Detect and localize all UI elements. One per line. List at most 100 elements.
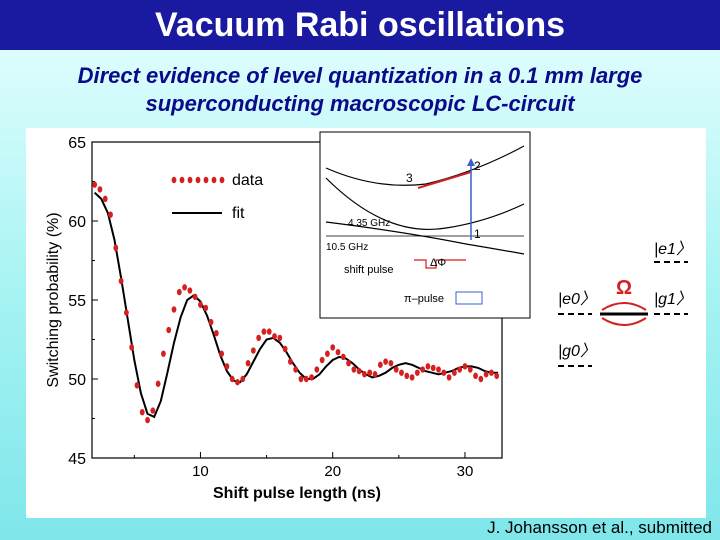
citation: J. Johansson et al., submitted [487,518,712,537]
inset-middle-level [325,177,525,230]
data-point-51 [362,371,367,378]
data-point-17 [182,284,187,291]
data-point-0 [92,181,98,188]
data-point-66 [441,369,447,376]
figure-panel: 45 50 55 60 65 10 20 30 Shift pulse length (ns) S… [26,128,706,518]
y-tick-label-0: 45 [68,451,86,468]
data-point-40 [303,375,309,383]
data-point-24 [219,350,225,357]
inset-freq-lower: 10.5 GHz [326,242,368,253]
inset-label-3: 3 [406,171,413,185]
data-point-34 [272,333,277,340]
inset-shift-arrow [417,171,472,189]
rabi-frequency-omega: Ω [616,277,632,299]
data-point-1 [97,186,103,193]
data-point-47 [340,353,346,361]
data-point-71 [467,366,473,373]
data-point-21 [203,304,209,312]
data-point-11 [150,407,156,414]
data-point-37 [287,358,293,365]
level-e0: |e0〉 [558,290,596,308]
coupling-arrow-upper [601,302,647,311]
data-point-12 [155,380,161,387]
data-point-65 [436,366,441,373]
data-point-75 [489,369,494,376]
slide-title: Vacuum Rabi oscillations [0,0,720,50]
legend-dot-3 [195,176,201,184]
data-point-59 [404,372,410,380]
data-point-68 [451,369,457,376]
data-point-49 [351,366,357,373]
data-point-3 [108,211,113,218]
data-point-63 [425,363,431,370]
data-point-58 [399,369,404,376]
legend-label-data: data [232,172,263,189]
data-point-48 [346,360,351,367]
data-point-16 [176,288,182,296]
y-tick-label-1: 50 [68,372,86,389]
data-point-27 [235,378,240,386]
data-point-39 [298,375,304,383]
y-axis-label: Switching probability (%) [45,212,62,387]
legend-dot-6 [219,176,225,184]
data-point-25 [224,363,230,370]
data-point-19 [192,293,198,301]
data-point-29 [245,360,251,367]
inset-pi-arrowhead [467,158,475,166]
x-axis-label: Shift pulse length (ns) [213,485,381,502]
data-point-18 [187,287,193,294]
data-point-28 [240,375,246,383]
data-point-31 [256,334,262,342]
data-point-57 [393,366,399,373]
data-point-52 [367,369,373,376]
subtitle-line-1: Direct evidence of level quantization in… [77,63,643,88]
legend-dot-5 [211,176,217,184]
inset-label-2: 2 [474,159,481,173]
inset-label-1: 1 [474,227,481,241]
y-tick-label-4: 65 [68,135,86,152]
data-point-64 [430,364,436,372]
x-tick-label-0: 10 [192,463,209,480]
data-point-56 [388,360,394,367]
data-point-73 [478,375,484,383]
data-point-8 [134,382,140,389]
data-point-32 [261,328,267,335]
data-point-30 [250,347,256,354]
inset-freq-upper: 4.35 GHz [348,218,390,229]
chart-marks [92,181,500,424]
legend-dot-4 [203,176,209,184]
x-tick-label-1: 20 [324,463,341,480]
data-point-41 [309,374,314,381]
inset-shift-pulse-trace [414,259,466,269]
slide-subtitle: Direct evidence of level quantization in… [0,62,720,118]
data-point-62 [420,366,426,373]
rabi-chart: 45 50 55 60 65 10 20 30 Shift pulse length (ns) S… [45,131,692,502]
data-point-70 [462,363,468,370]
legend-dot-0 [171,176,177,184]
level-scheme: |e1〉 |e0〉 |g1〉 Ω |g0〉 [558,240,692,367]
data-point-55 [383,358,389,365]
data-point-46 [335,348,341,356]
data-point-4 [113,244,119,252]
inset-upper-level [325,145,525,186]
data-point-43 [319,356,325,364]
inset-lower-level [325,221,525,255]
data-point-7 [129,344,135,351]
data-point-67 [446,374,452,381]
y-tick-label-3: 60 [68,214,86,231]
data-point-35 [277,334,283,342]
data-point-69 [457,366,463,373]
data-point-14 [166,326,172,334]
data-point-72 [473,372,478,380]
data-point-15 [171,306,177,313]
inset-shift-pulse-label: shift pulse [344,264,394,276]
level-e1: |e1〉 [654,240,692,258]
data-point-22 [208,318,214,326]
data-point-61 [414,369,420,376]
data-point-42 [314,366,320,373]
inset-pi-pulse-label: π–pulse [404,293,444,305]
data-point-50 [356,367,362,375]
legend-dot-1 [179,176,185,184]
data-point-23 [213,329,219,337]
inset-diagram: 3 2 1 4.35 GHz 10.5 GHz shift pulse ΔΦ π… [319,131,531,319]
